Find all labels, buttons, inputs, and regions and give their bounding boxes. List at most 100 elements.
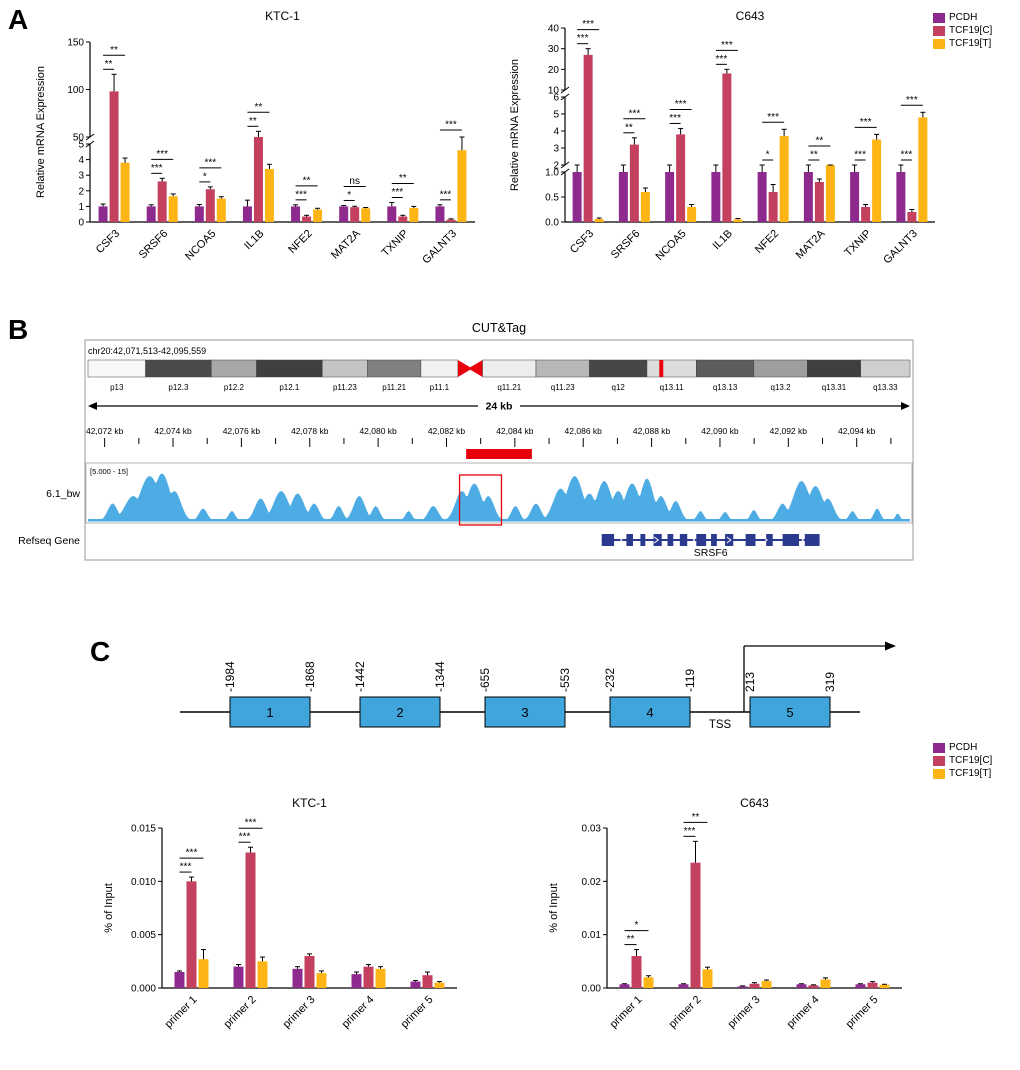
bar-TCF19[C]-SRSF6 — [157, 181, 167, 222]
bar-TCF19[T]-NCOA5 — [687, 207, 697, 222]
bar-TCF19[C]-primer 3 — [749, 983, 760, 988]
highlight-region-bar — [466, 449, 532, 459]
bar-PCDH-GALNT3 — [896, 172, 906, 222]
legend-item-tcf19t: TCF19[T] — [933, 38, 992, 50]
y-tick-label: 30 — [548, 44, 560, 55]
gene-exon — [640, 534, 646, 546]
significance-label: ** — [625, 122, 633, 133]
legend-label: TCF19[C] — [949, 755, 993, 766]
ideogram-band-label: q13.31 — [822, 383, 847, 392]
significance-label: ns — [349, 176, 360, 187]
y-tick-label: 5 — [78, 140, 84, 151]
bar-TCF19[T]-primer 3 — [316, 973, 327, 988]
ideogram-band-label: p12.1 — [279, 383, 300, 392]
primer-region-number: 2 — [396, 705, 403, 720]
gene-strand-arrow — [799, 536, 805, 544]
significance-label: *** — [180, 862, 192, 873]
y-tick-label: 2 — [553, 161, 559, 172]
significance-label: *** — [440, 189, 452, 200]
x-category-label: GALNT3 — [420, 228, 459, 267]
y-tick-label: 0.5 — [545, 193, 559, 204]
bar-TCF19[C]-primer 1 — [631, 956, 642, 988]
x-category-label: TXNIP — [842, 228, 873, 259]
position-label-start: -1442 — [353, 661, 367, 692]
primer-region-box-1 — [229, 696, 311, 728]
x-category-label: primer 2 — [222, 994, 259, 1031]
bar-TCF19[T]-SRSF6 — [168, 196, 178, 222]
promoter-schematic: 1 -1984 -1868 2 -1442 -1344 3 -655 -553 4 -232 -119… — [180, 641, 896, 731]
significance-label: *** — [901, 150, 913, 161]
y-tick-label: 1 — [78, 202, 84, 213]
bar-TCF19[C]-MAT2A — [350, 207, 360, 222]
primer-region-number: 4 — [646, 705, 653, 720]
bar-PCDH-primer 2 — [678, 984, 689, 988]
bar-TCF19[C]-IL1B — [722, 73, 732, 222]
gene-exon — [766, 534, 773, 546]
bar-TCF19[T]-IL1B — [733, 219, 743, 222]
bar-TCF19[C]-TXNIP — [398, 216, 408, 222]
gene-strand-arrow — [690, 536, 696, 544]
bar-TCF19[C]-primer 3 — [304, 956, 315, 988]
bar-TCF19[C]-GALNT3 — [907, 212, 917, 222]
legend-item-tcf19c: TCF19[C] — [933, 25, 992, 37]
bar-TCF19[T]-MAT2A — [825, 165, 835, 222]
bar-PCDH-NCOA5 — [665, 172, 675, 222]
bar-TCF19[T]-primer 5 — [434, 982, 445, 988]
bar-PCDH-CSF3 — [98, 206, 108, 222]
bar-TCF19[T]-primer 4 — [375, 968, 386, 988]
y-tick-label: 5 — [553, 110, 559, 121]
bar-TCF19[T]-NFE2 — [313, 209, 323, 222]
ideogram-band-q13.2 — [753, 359, 808, 378]
y-tick-label: 150 — [67, 38, 84, 49]
bar-PCDH-CSF3 — [572, 172, 582, 222]
bar-PCDH-primer 5 — [410, 981, 421, 988]
ideogram-band-p13 — [87, 359, 146, 378]
bar-TCF19[C]-NCOA5 — [676, 134, 686, 222]
position-label-end: -553 — [558, 668, 572, 692]
position-label-end: -1344 — [433, 661, 447, 692]
ideogram-band-label: p12.2 — [224, 383, 245, 392]
significance-label: ** — [249, 116, 257, 127]
bar-chart-ktc1-chip: 0.000 0.005 0.010 0.015 % of Input KTC-1 prime… — [103, 796, 457, 1031]
y-tick-label: 6 — [553, 93, 559, 104]
ideogram-band-label: q11.23 — [551, 383, 575, 392]
ideogram-band-p12.2 — [211, 359, 257, 378]
ruler-tick-label: 42,082 kb — [428, 426, 466, 436]
bar-PCDH-NCOA5 — [194, 206, 204, 222]
legend-item-tcf19c: TCF19[C] — [933, 755, 992, 767]
legend-swatch-tcf19t — [933, 769, 945, 779]
gene-strand-arrow — [617, 536, 623, 544]
primer-region-number: 1 — [266, 705, 273, 720]
bar-TCF19[T]-SRSF6 — [640, 192, 650, 222]
bar-PCDH-primer 5 — [855, 984, 866, 988]
significance-label: *** — [186, 848, 198, 859]
y-tick-label: 0.00 — [582, 984, 602, 995]
ruler-tick-label: 42,094 kb — [838, 426, 876, 436]
bar-TCF19[C]-GALNT3 — [446, 219, 456, 222]
axis-break-mark — [560, 168, 570, 176]
ideogram-band-p11.1 — [420, 359, 459, 378]
significance-label: *** — [245, 818, 257, 829]
bar-TCF19[C]-NCOA5 — [205, 189, 215, 222]
bar-TCF19[C]-primer 5 — [422, 975, 433, 988]
gene-track-label: Refseq Gene — [18, 535, 80, 547]
ruler-tick-label: 42,084 kb — [496, 426, 534, 436]
browser-frame — [84, 339, 914, 561]
gene-exon — [696, 534, 707, 546]
bar-PCDH-TXNIP — [387, 206, 397, 222]
centromere-right — [468, 360, 483, 377]
legend-label: TCF19[C] — [949, 25, 993, 36]
position-label-start: -1984 — [223, 661, 237, 692]
x-category-label: SRSF6 — [609, 228, 643, 262]
bar-PCDH-primer 3 — [292, 968, 303, 988]
legend-item-pcdh: PCDH — [933, 742, 992, 754]
significance-label: *** — [151, 163, 163, 174]
y-tick-label: 0.000 — [131, 984, 156, 995]
ruler-tick-label: 42,076 kb — [223, 426, 261, 436]
axis-break-mark — [560, 93, 570, 101]
legend-mrna: PCDH TCF19[C] TCF19[T] — [933, 12, 992, 50]
bar-TCF19[T]-NCOA5 — [216, 198, 226, 222]
legend-swatch-tcf19c — [933, 756, 945, 766]
significance-label: *** — [239, 832, 251, 843]
significance-label: ** — [815, 136, 823, 147]
